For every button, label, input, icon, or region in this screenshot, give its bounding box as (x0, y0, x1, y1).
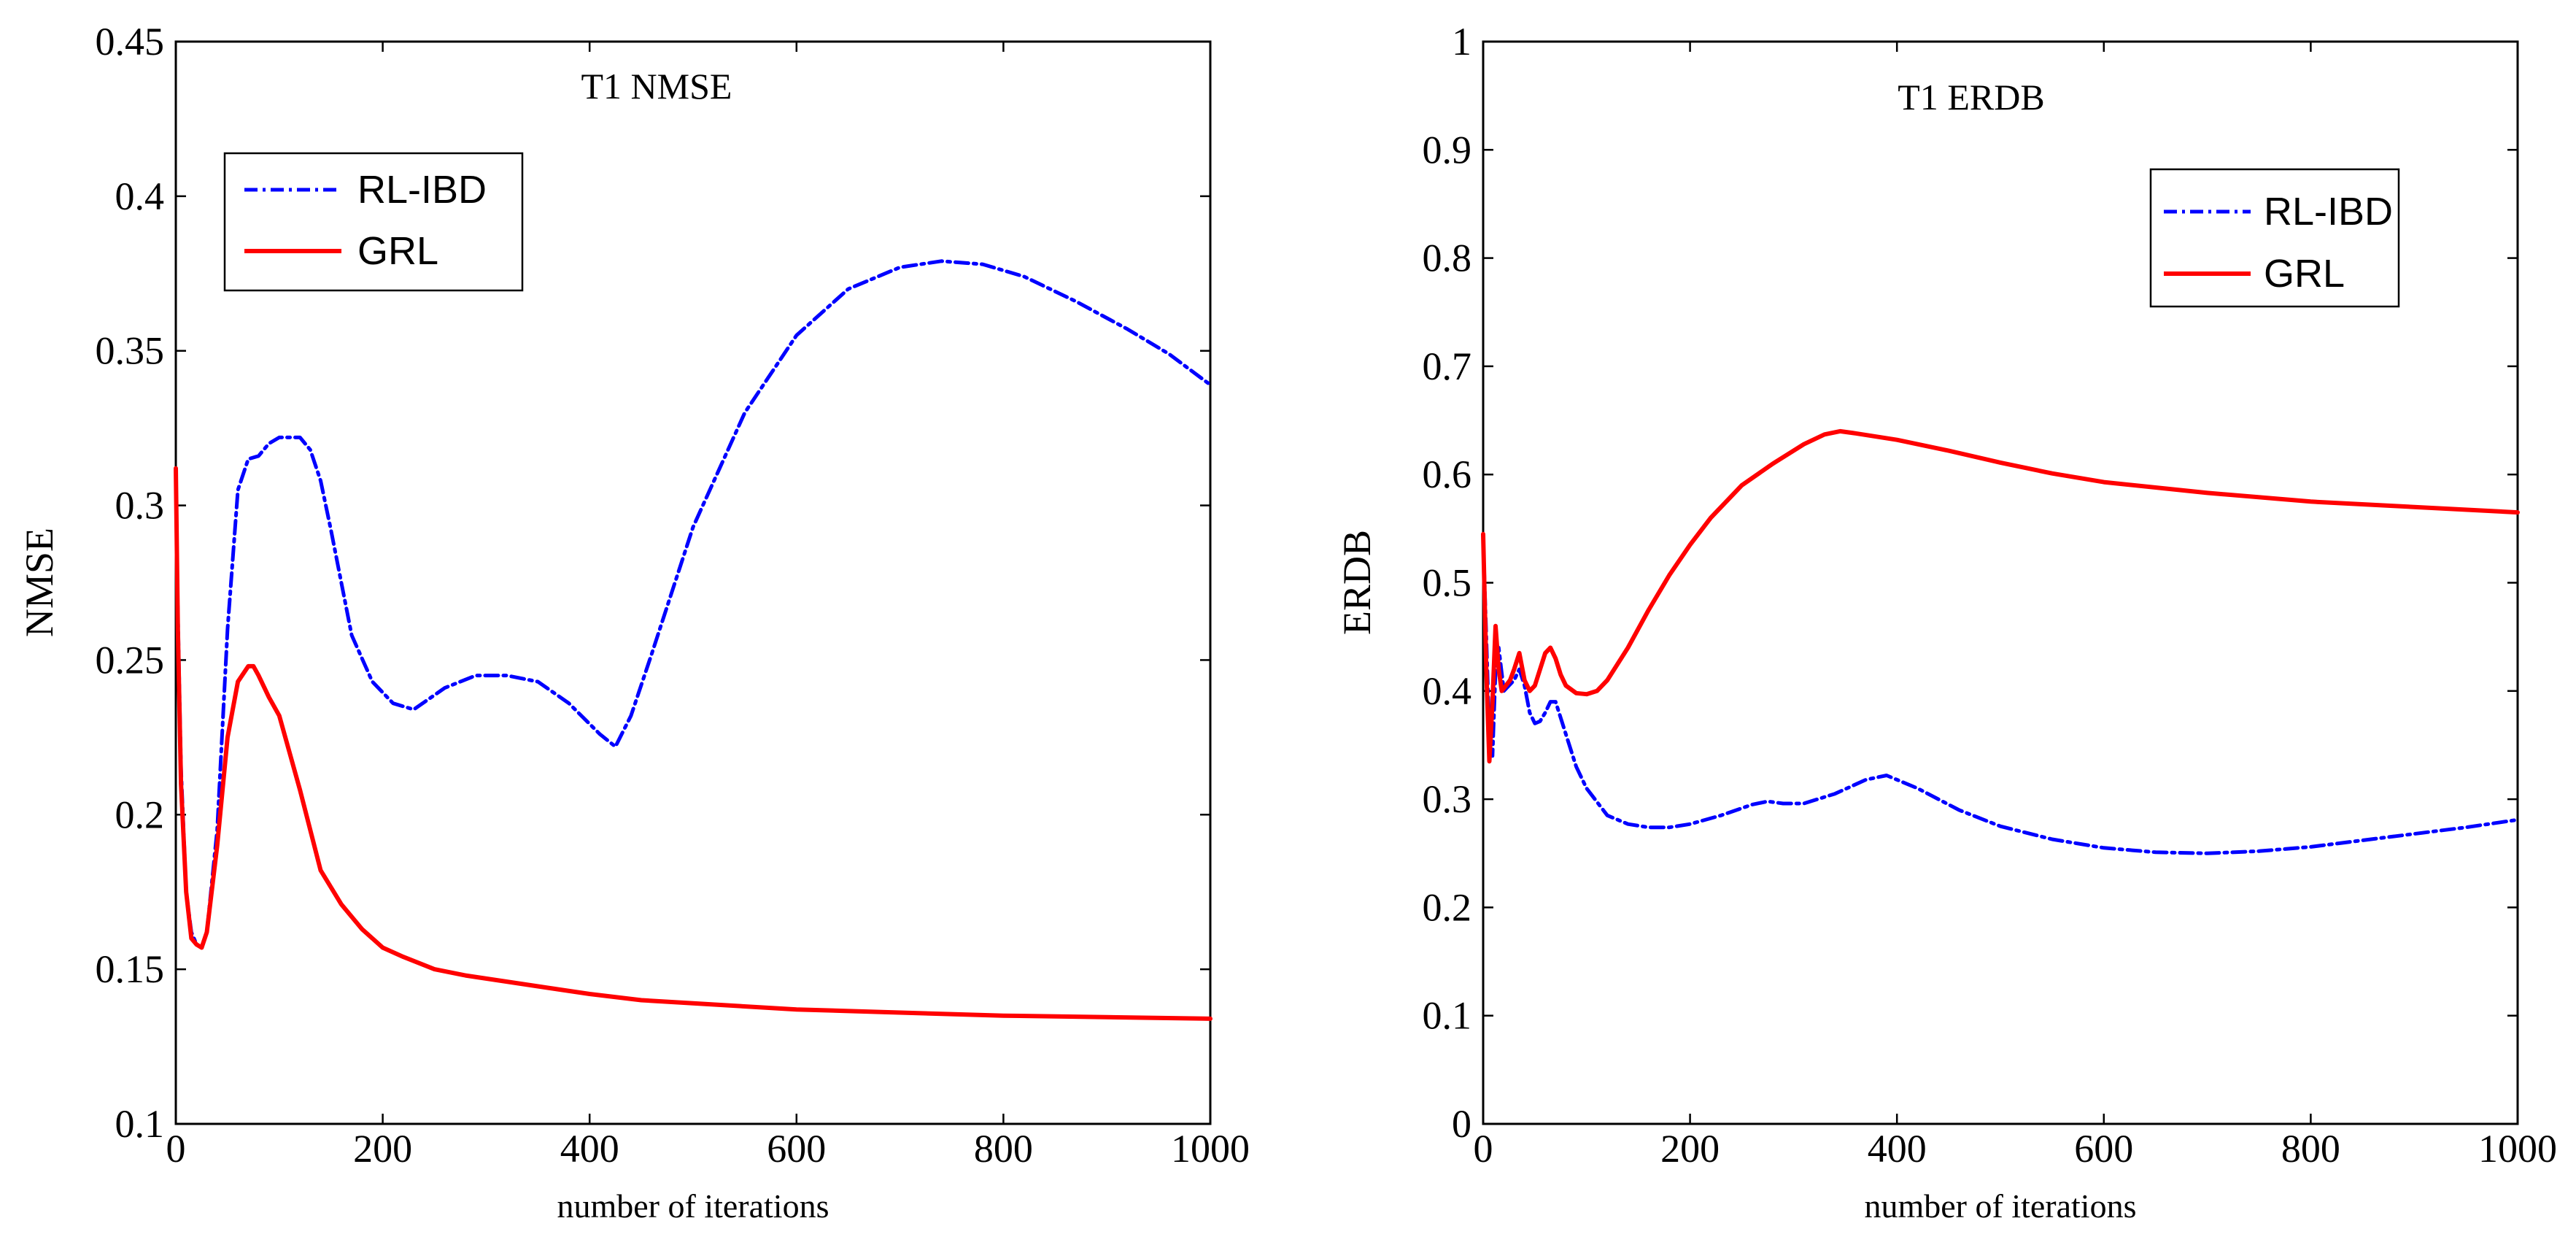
y-tick-label: 0.4 (115, 174, 165, 218)
y-tick-label: 0.7 (1423, 344, 1472, 388)
chart-title: T1 NMSE (581, 66, 732, 107)
x-tick-label: 200 (353, 1127, 412, 1171)
chart-nmse: 0 200 400 600 800 1000 0.10.150.20.250.30.350… (18, 20, 1250, 1225)
x-tick-label: 600 (767, 1127, 826, 1171)
y-tick-label: 0.2 (1423, 885, 1472, 929)
axis-ticks-nmse (174, 40, 1212, 1125)
series-line-rl-ibd (1481, 537, 2520, 855)
series-line-grl (1481, 428, 2520, 764)
x-tick-label: 600 (2074, 1127, 2133, 1171)
series-line-grl (174, 466, 1212, 1021)
legend-label-grl: GRL (357, 229, 438, 273)
y-tick-label: 0.35 (96, 329, 165, 373)
legend-nmse: RL-IBD GRL (223, 152, 524, 292)
y-tick-label: 0.3 (1423, 777, 1472, 821)
y-axis-label: NMSE (18, 528, 61, 637)
x-tick-label: 400 (1868, 1127, 1927, 1171)
legend-erdb: RL-IBD GRL (2149, 168, 2400, 308)
x-tick-labels-nmse: 0 200 400 600 800 1000 (166, 1127, 1250, 1171)
y-tick-labels-nmse: 0.1 0.15 0.2 0.25 0.3 0.35 0.4 0.45 (96, 20, 165, 1146)
x-tick-label: 800 (974, 1127, 1033, 1171)
y-tick-label: 1 (1452, 20, 1471, 63)
y-tick-label: 0.6 (1423, 452, 1472, 496)
y-tick-label: 0.45 (96, 20, 165, 63)
x-tick-label: 400 (560, 1127, 619, 1171)
y-axis-label: ERDB (1335, 530, 1379, 635)
x-tick-label: 0 (166, 1127, 186, 1171)
legend-box (223, 152, 524, 292)
y-tick-label: 0 (1452, 1102, 1471, 1146)
y-tick-label: 0.2 (115, 793, 165, 836)
x-axis-label: number of iterations (557, 1187, 829, 1225)
chart-erdb: 0 200 400 600 800 1000 0 0.1 0.2 0.3 0.4 0.5 0.6 0.7… (1335, 20, 2557, 1225)
legend-box (2149, 168, 2400, 308)
legend-label-rl-ibd: RL-IBD (357, 168, 487, 212)
y-tick-label: 0.4 (1423, 669, 1472, 713)
legend-label-grl: GRL (2264, 252, 2345, 296)
y-tick-label: 0.8 (1423, 236, 1472, 280)
x-axis-label: number of iterations (1864, 1187, 2136, 1225)
y-tick-label: 0.1 (115, 1102, 165, 1146)
y-tick-label: 0.1 (1423, 994, 1472, 1038)
x-tick-label: 1000 (1171, 1127, 1250, 1171)
x-tick-labels-erdb: 0 200 400 600 800 1000 (1474, 1127, 2558, 1171)
y-tick-labels-erdb: 0 0.1 0.2 0.3 0.4 0.5 0.6 0.7 0.8 0.9 1 (1423, 20, 1472, 1146)
series-lines-erdb (1481, 428, 2520, 855)
series-lines-nmse (174, 259, 1212, 1021)
x-tick-label: 200 (1660, 1127, 1720, 1171)
y-tick-label: 0.5 (1423, 561, 1472, 605)
x-tick-label: 800 (2281, 1127, 2340, 1171)
chart-title: T1 ERDB (1898, 77, 2044, 117)
legend-label-rl-ibd: RL-IBD (2264, 190, 2393, 234)
y-tick-label: 0.9 (1423, 128, 1472, 172)
y-tick-label: 0.3 (115, 484, 165, 528)
x-tick-label: 0 (1474, 1127, 1493, 1171)
y-tick-label: 0.25 (96, 638, 165, 682)
y-tick-label: 0.15 (96, 947, 165, 991)
x-tick-label: 1000 (2478, 1127, 2557, 1171)
